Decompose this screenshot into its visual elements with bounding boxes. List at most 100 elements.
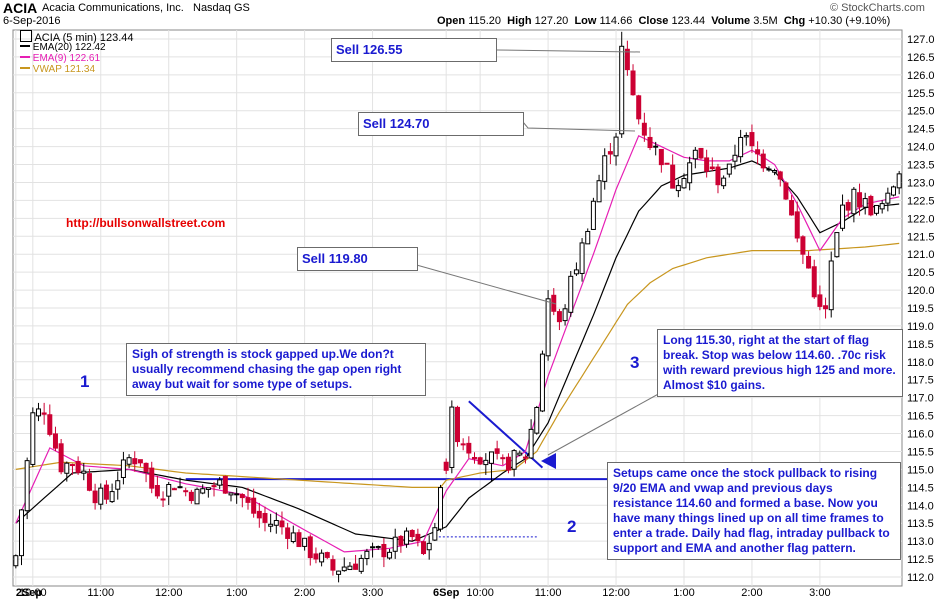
x-tick-label: 2:00 bbox=[294, 587, 315, 599]
watermark: © StockCharts.com bbox=[830, 2, 925, 14]
y-tick-label: 124.0 bbox=[907, 142, 935, 154]
candle-body bbox=[370, 546, 376, 549]
candle-body bbox=[755, 149, 761, 155]
ticker-symbol: ACIA bbox=[3, 0, 38, 16]
close-value: 123.44 bbox=[671, 15, 706, 27]
vwap-line bbox=[15, 242, 900, 488]
y-tick-label: 122.0 bbox=[907, 213, 935, 225]
candle-body bbox=[709, 166, 715, 170]
y-tick-label: 124.5 bbox=[907, 124, 935, 136]
x-tick-label: 6Sep bbox=[433, 587, 460, 599]
candle-body bbox=[200, 488, 206, 494]
candle-body bbox=[438, 487, 444, 530]
legend-vwap: VWAP 121.34 bbox=[20, 64, 95, 75]
candle-body bbox=[573, 269, 579, 275]
candle-body bbox=[851, 188, 857, 215]
candle-body bbox=[658, 148, 664, 166]
note-setups: Setups came once the stock pullback to r… bbox=[607, 462, 901, 560]
candle-body bbox=[522, 456, 528, 459]
ohlc-readout: Open 115.20 High 127.20 Low 114.66 Close… bbox=[437, 15, 890, 27]
candle-body bbox=[483, 459, 489, 466]
y-tick-label: 116.5 bbox=[907, 411, 934, 423]
candle-body bbox=[188, 491, 194, 502]
candle-body bbox=[92, 490, 98, 504]
candle-body bbox=[698, 147, 704, 159]
candle-body bbox=[120, 459, 126, 478]
legend-ema20: EMA(20) 122.42 bbox=[20, 42, 106, 53]
low-label: Low bbox=[574, 15, 597, 27]
candle-body bbox=[743, 135, 749, 138]
candle-body bbox=[624, 48, 630, 71]
y-tick-label: 117.0 bbox=[907, 393, 934, 405]
candle-body bbox=[222, 475, 228, 494]
y-tick-label: 114.0 bbox=[907, 500, 934, 512]
candle-body bbox=[171, 488, 177, 491]
sell-callout-2: Sell 124.70 bbox=[358, 112, 524, 136]
candle-body bbox=[302, 537, 308, 547]
candle-body bbox=[273, 519, 279, 526]
candle-body bbox=[704, 157, 710, 172]
x-tick-label: 10:00 bbox=[19, 587, 47, 599]
candle-body bbox=[154, 485, 160, 497]
open-label: Open bbox=[437, 15, 466, 27]
sell-connector-1 bbox=[496, 49, 641, 53]
candle-body bbox=[336, 570, 342, 575]
candle-body bbox=[41, 412, 47, 415]
candle-body bbox=[772, 170, 778, 173]
marker-2: 2 bbox=[567, 517, 577, 536]
candle-body bbox=[517, 452, 523, 456]
candle-body bbox=[177, 486, 183, 489]
candle-body bbox=[630, 70, 636, 96]
note-gap-up: Sigh of strength is stock gapped up.We d… bbox=[126, 343, 426, 396]
candle-body bbox=[415, 533, 421, 542]
y-tick-label: 112.0 bbox=[907, 572, 934, 584]
y-tick-label: 119.5 bbox=[907, 303, 934, 315]
y-tick-label: 112.5 bbox=[907, 554, 934, 566]
y-tick-label: 125.5 bbox=[907, 88, 935, 100]
candle-body bbox=[568, 275, 574, 313]
candle-body bbox=[562, 308, 568, 322]
ema9-swatch bbox=[20, 56, 30, 58]
candle-body bbox=[556, 311, 562, 323]
y-tick-label: 123.5 bbox=[907, 160, 935, 172]
candle-body bbox=[115, 480, 121, 490]
legend-vwap-label: VWAP 121.34 bbox=[32, 64, 96, 75]
y-tick-label: 120.5 bbox=[907, 267, 935, 279]
candle-body bbox=[817, 294, 823, 307]
candle-body bbox=[392, 536, 398, 552]
candle-body bbox=[307, 536, 313, 559]
marker-1: 1 bbox=[80, 372, 90, 391]
candle-body bbox=[353, 563, 359, 570]
candle-body bbox=[296, 532, 302, 548]
candle-body bbox=[896, 173, 902, 189]
candle-body bbox=[777, 171, 783, 180]
candle-body bbox=[109, 491, 115, 503]
sell-callout-3: Sell 119.80 bbox=[297, 247, 418, 271]
candle-body bbox=[534, 406, 540, 434]
candle-body bbox=[211, 485, 217, 488]
legend-price: ACIA (5 min) 123.44 bbox=[20, 30, 134, 44]
candle-body bbox=[488, 451, 494, 464]
candle-body bbox=[845, 202, 851, 211]
candle-body bbox=[234, 493, 240, 496]
candle-body bbox=[806, 255, 812, 269]
candle-body bbox=[670, 164, 676, 189]
candle-body bbox=[641, 122, 647, 136]
candle-body bbox=[596, 180, 602, 203]
candle-body bbox=[613, 136, 619, 157]
candle-body bbox=[539, 353, 545, 412]
y-tick-label: 123.0 bbox=[907, 177, 935, 189]
sell-connector-3 bbox=[412, 263, 557, 305]
candle-body bbox=[228, 492, 234, 496]
y-tick-label: 126.5 bbox=[907, 52, 935, 64]
company-name: Acacia Communications, Inc. bbox=[42, 2, 184, 14]
candle-body bbox=[398, 535, 404, 546]
legend-ema20-label: EMA(20) 122.42 bbox=[32, 42, 106, 53]
candle-body bbox=[205, 487, 211, 490]
y-tick-label: 122.5 bbox=[907, 195, 935, 207]
sell-connector-2 bbox=[522, 121, 636, 132]
candle-body bbox=[868, 195, 874, 216]
marker-3: 3 bbox=[630, 353, 640, 372]
candle-body bbox=[64, 462, 70, 474]
